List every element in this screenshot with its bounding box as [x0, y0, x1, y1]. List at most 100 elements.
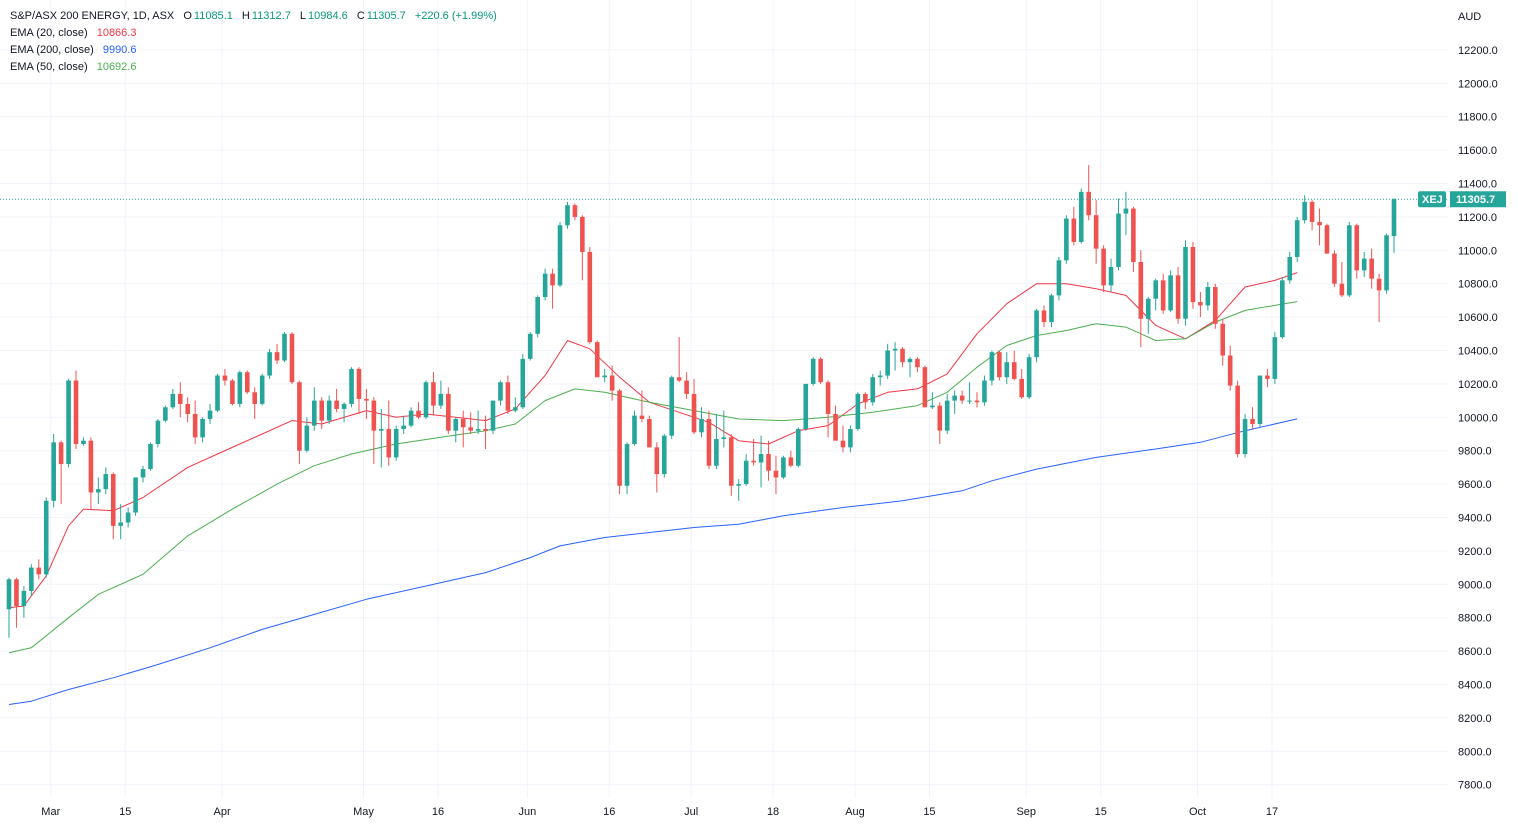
candle-body: [810, 358, 816, 384]
y-tick-label: 8400.0: [1458, 680, 1492, 692]
candle: [483, 415, 488, 450]
candle: [1250, 407, 1255, 429]
candle: [21, 585, 27, 618]
candle-body: [632, 415, 637, 445]
candle-body: [1190, 246, 1196, 303]
candle: [930, 392, 935, 409]
candle-body: [803, 383, 809, 429]
candle-body: [21, 590, 27, 607]
candle-body: [743, 460, 749, 485]
y-tick-label: 11400.0: [1458, 179, 1497, 191]
price-axis[interactable]: 7800.0 8000.0 8200.0 8400.0 8600.0 8800.0 9000…: [1458, 45, 1498, 792]
candle: [289, 332, 295, 384]
candle-body: [676, 377, 682, 381]
candle-body: [1250, 418, 1255, 424]
candle-body: [371, 400, 377, 431]
candle: [766, 440, 771, 481]
candle-body: [1347, 225, 1352, 296]
candle-body: [594, 342, 600, 378]
indicator-ema200[interactable]: EMA (200, close) 9990.6: [10, 42, 499, 59]
x-tick-label: Mar: [41, 806, 60, 818]
candle-body: [997, 352, 1002, 378]
candle-body: [1108, 267, 1114, 286]
candle: [773, 455, 779, 495]
candle-body: [1212, 287, 1218, 324]
candle-body: [773, 470, 779, 478]
candle-body: [1093, 215, 1099, 249]
time-axis[interactable]: Mar 15 Apr May 16 Jun 16 Jul 18 Aug 15 Sep 15 Oct 17: [41, 806, 1278, 818]
candle: [1138, 250, 1144, 348]
candle-body: [349, 368, 354, 404]
x-tick-label: 15: [119, 806, 131, 818]
candle: [118, 504, 123, 540]
candle: [170, 388, 176, 409]
candle: [825, 380, 831, 438]
candle: [379, 408, 384, 468]
symbol-row[interactable]: S&P/ASX 200 ENERGY, 1D, ASX O 11085.1 H 11…: [10, 8, 499, 25]
candle: [1116, 198, 1121, 271]
candle-body: [51, 442, 56, 501]
candle: [237, 370, 243, 408]
candle: [736, 479, 742, 501]
candle-body: [311, 400, 317, 426]
candle: [103, 467, 109, 495]
candle: [200, 417, 205, 443]
y-tick-label: 10800.0: [1458, 279, 1498, 291]
y-tick-label: 10200.0: [1458, 379, 1498, 391]
candle: [520, 353, 526, 409]
candle-body: [982, 380, 987, 403]
candle-body: [215, 375, 220, 411]
candle-body: [103, 474, 109, 490]
candle-body: [989, 352, 995, 381]
candle: [1287, 251, 1293, 284]
candle-body: [1004, 362, 1010, 378]
candle: [505, 375, 511, 414]
candle-body: [58, 442, 64, 465]
candle: [788, 450, 794, 468]
candle: [848, 425, 853, 453]
candle-body: [96, 489, 101, 493]
candle-body: [967, 400, 972, 402]
candle-body: [922, 367, 928, 408]
y-tick-label: 8600.0: [1458, 646, 1492, 658]
candle-body: [1011, 362, 1017, 379]
candle-body: [1257, 375, 1263, 424]
candle-body: [1235, 385, 1240, 455]
candle-body: [1168, 275, 1173, 311]
candle: [661, 434, 667, 478]
candle: [617, 388, 622, 495]
candle: [1317, 208, 1322, 246]
candle: [1391, 198, 1397, 253]
candle: [36, 559, 42, 580]
candle: [542, 268, 548, 301]
x-tick-label: 18: [767, 806, 779, 818]
candle: [475, 410, 481, 434]
candle: [133, 477, 138, 516]
candlesticks: [6, 165, 1397, 638]
candle-body: [237, 372, 243, 404]
candle: [125, 507, 131, 528]
symbol-title[interactable]: S&P/ASX 200 ENERGY, 1D, ASX: [10, 10, 175, 22]
candle-body: [155, 420, 161, 445]
indicator-ema20[interactable]: EMA (20, close) 10866.3: [10, 25, 499, 42]
candle-body: [1160, 280, 1166, 311]
candle: [1175, 267, 1181, 324]
candle: [88, 437, 94, 510]
candle-body: [758, 454, 764, 463]
candle: [751, 439, 756, 466]
candle-body: [207, 410, 213, 419]
candle: [609, 365, 615, 401]
candle: [1131, 206, 1136, 273]
candle: [401, 415, 406, 434]
open-label: O: [183, 10, 192, 22]
indicator-ema50[interactable]: EMA (50, close) 10692.6: [10, 59, 499, 76]
candle: [1190, 241, 1196, 309]
candle-body: [833, 413, 838, 441]
x-tick-label: 15: [1095, 806, 1107, 818]
candle: [393, 425, 399, 461]
ema-line-2: [8, 301, 1298, 654]
candle: [29, 564, 34, 596]
candle: [66, 378, 71, 468]
candle-body: [73, 380, 79, 445]
